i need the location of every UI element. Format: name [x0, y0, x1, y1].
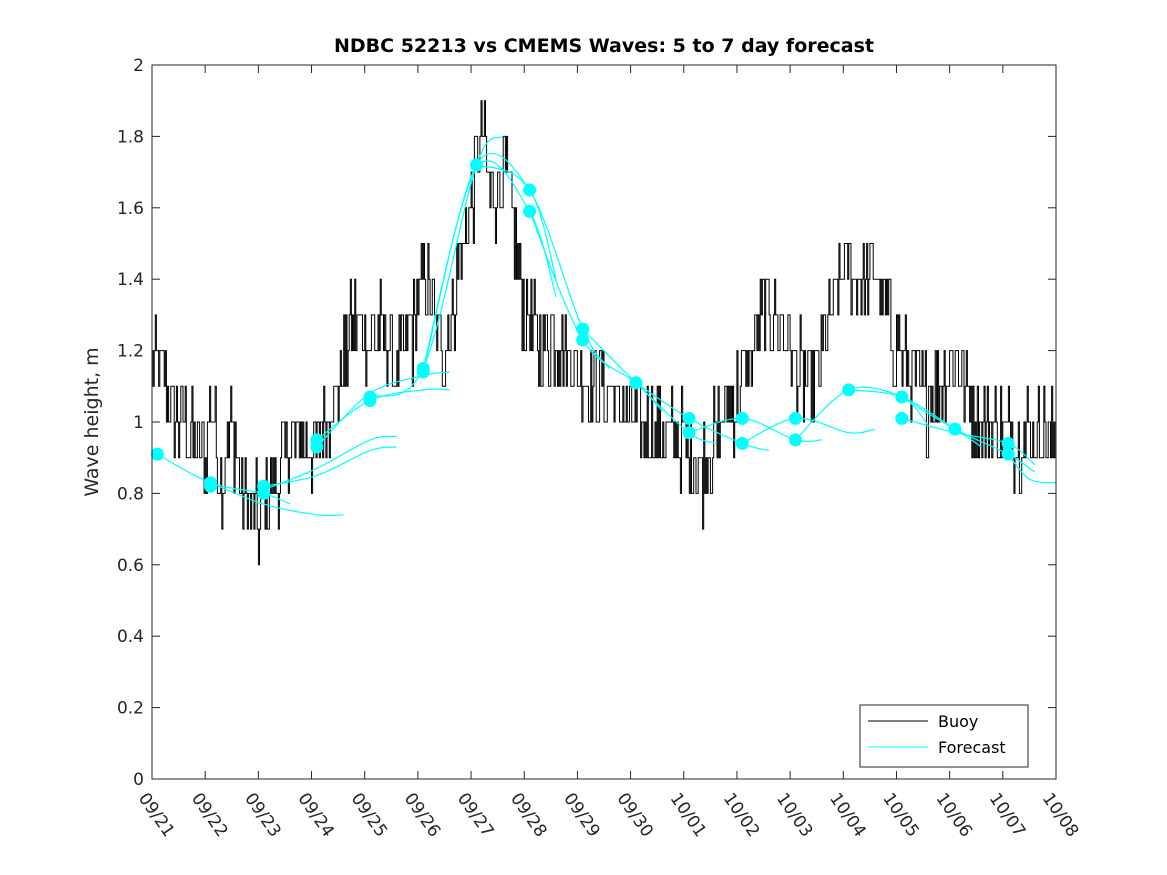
legend: Buoy Forecast	[859, 704, 1029, 768]
y-axis-label: Wave height, m	[81, 347, 103, 496]
forecast-marker	[257, 486, 271, 500]
y-tick-label: 0.2	[117, 699, 144, 719]
forecast-marker	[203, 479, 217, 493]
forecast-marker	[310, 440, 324, 454]
y-tick-label: 0.8	[117, 484, 144, 504]
forecast-line	[635, 382, 769, 452]
forecast-marker	[523, 183, 537, 197]
forecast-marker	[576, 333, 590, 347]
forecast-line	[476, 164, 610, 369]
y-tick-label: 1.6	[117, 199, 144, 219]
forecast-line	[263, 446, 397, 487]
forecast-marker	[682, 426, 696, 440]
forecast-line	[316, 371, 450, 448]
forecast-markers	[150, 158, 1015, 500]
y-axis-ticks: 0 0.2 0.4 0.6 0.8 1 1.2 1.4 1.6 1.8 2	[117, 56, 1056, 790]
buoy-series	[152, 100, 1056, 566]
chart-title: NDBC 52213 vs CMEMS Waves: 5 to 7 day fo…	[334, 35, 874, 57]
forecast-line	[369, 135, 504, 398]
y-tick-label: 1.2	[117, 342, 144, 362]
forecast-marker	[1001, 447, 1015, 461]
forecast-marker	[895, 411, 909, 425]
forecast-marker	[416, 365, 430, 379]
y-tick-label: 1.4	[117, 270, 144, 290]
legend-box	[859, 704, 1029, 768]
forecast-marker	[842, 383, 856, 397]
forecast-marker	[523, 204, 537, 218]
forecast-marker	[735, 411, 749, 425]
forecast-marker	[948, 422, 962, 436]
forecast-series-group	[157, 135, 1057, 517]
forecast-marker	[735, 436, 749, 450]
buoy-line	[152, 100, 1056, 566]
forecast-marker	[1001, 436, 1015, 450]
forecast-marker	[363, 394, 377, 408]
legend-forecast-label: Forecast	[938, 738, 1006, 757]
y-tick-label: 0.6	[117, 556, 144, 576]
y-tick-label: 0	[133, 770, 144, 790]
y-tick-label: 0.4	[117, 627, 144, 647]
forecast-line	[794, 386, 929, 441]
y-tick-label: 1.8	[117, 127, 144, 147]
forecast-line	[1007, 453, 1057, 484]
y-tick-label: 2	[133, 56, 144, 76]
forecast-marker	[788, 411, 802, 425]
forecast-line	[901, 396, 1036, 473]
forecast-marker	[788, 433, 802, 447]
forecast-marker	[629, 376, 643, 390]
forecast-line	[582, 328, 716, 444]
forecast-marker	[895, 390, 909, 404]
forecast-line	[157, 453, 291, 505]
forecast-line	[901, 417, 1036, 466]
forecast-line	[263, 435, 397, 491]
forecast-line	[688, 417, 823, 443]
forecast-line	[848, 389, 982, 448]
forecast-marker	[469, 158, 483, 172]
forecast-line	[210, 482, 344, 517]
forecast-line	[742, 417, 876, 444]
forecast-marker	[576, 322, 590, 336]
forecast-line	[316, 388, 450, 441]
forecast-marker	[150, 447, 164, 461]
forecast-marker	[682, 411, 696, 425]
y-tick-label: 1	[133, 413, 144, 433]
legend-buoy-label: Buoy	[938, 712, 978, 731]
